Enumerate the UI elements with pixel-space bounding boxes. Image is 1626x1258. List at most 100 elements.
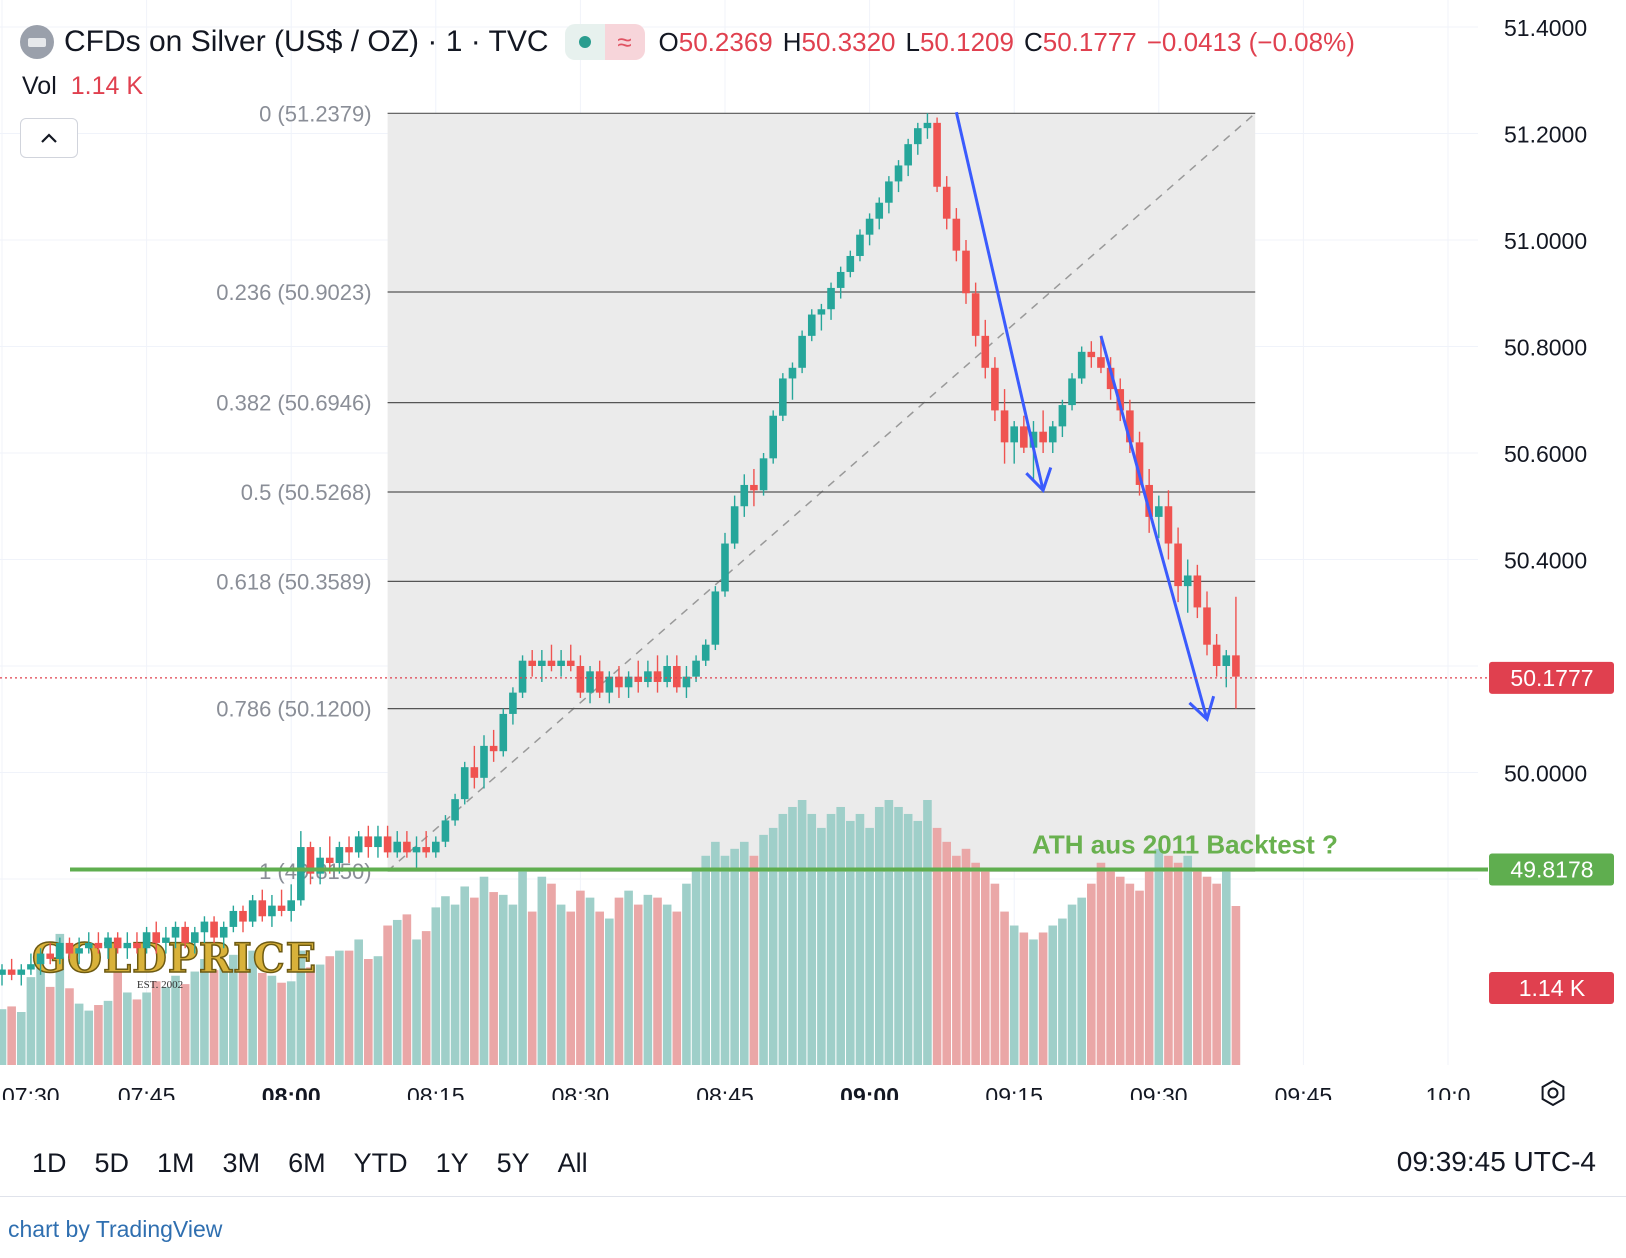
volume-bar <box>865 827 874 1065</box>
timeframe-1d[interactable]: 1D <box>32 1148 67 1178</box>
time-tick-label: 08:00 <box>262 1083 321 1100</box>
candle-body <box>316 857 324 874</box>
trend-arrowhead <box>1188 695 1216 723</box>
volume-bar <box>257 972 267 1065</box>
volume-bar <box>788 806 797 1065</box>
candle-body <box>759 458 768 491</box>
volume-bar <box>113 968 122 1065</box>
volume-bar <box>1154 848 1164 1065</box>
candle-body <box>162 937 170 943</box>
volume-bar <box>470 897 479 1065</box>
candle-body <box>788 367 797 379</box>
timeframe-1m[interactable]: 1M <box>157 1148 195 1178</box>
volume-bar <box>903 813 913 1065</box>
footer-divider <box>0 1196 1626 1197</box>
volume-bar <box>0 1009 7 1065</box>
candle-body <box>1183 575 1192 587</box>
candle-body <box>981 335 990 368</box>
volume-value: 1.14 K <box>70 72 144 100</box>
volume-bar <box>364 959 373 1065</box>
candle-body <box>403 841 411 853</box>
volume-bar <box>36 967 45 1065</box>
candle-body <box>605 676 614 693</box>
volume-bar <box>315 964 325 1065</box>
volume-bar <box>1058 918 1067 1065</box>
clock-display[interactable]: 09:39:45 UTC-4 <box>1396 1146 1596 1177</box>
volume-bar <box>585 897 595 1065</box>
candle-body <box>181 926 189 943</box>
candle-body <box>730 506 739 544</box>
candle-body <box>721 543 729 592</box>
timeframe-1y[interactable]: 1Y <box>435 1148 469 1178</box>
timeframe-ytd[interactable]: YTD <box>353 1148 408 1178</box>
tradingview-credit-link[interactable]: chart by TradingView <box>8 1216 223 1242</box>
timeframe-5d[interactable]: 5D <box>94 1148 130 1178</box>
candle-body <box>499 713 508 752</box>
volume-bar <box>65 988 74 1065</box>
volume-bar <box>335 950 344 1065</box>
timeframe-all[interactable]: All <box>557 1148 588 1178</box>
candle-body <box>518 660 527 693</box>
time-tick-label: 10:0 <box>1426 1083 1471 1100</box>
candle-body <box>441 820 450 842</box>
volume-bar <box>412 939 421 1065</box>
candle-body <box>1039 431 1047 443</box>
volume-bar <box>980 869 990 1065</box>
candle-body <box>460 767 469 800</box>
candle-body <box>846 255 855 272</box>
candle-body <box>827 287 835 310</box>
timeframe-5y[interactable]: 5Y <box>496 1148 530 1178</box>
candle-body <box>364 836 373 848</box>
candle-body <box>624 676 633 688</box>
volume-bar <box>518 869 527 1065</box>
candle-body <box>798 335 806 368</box>
gear-icon[interactable] <box>1538 1078 1568 1108</box>
candle-body <box>7 969 16 975</box>
chevron-up-icon <box>41 133 57 143</box>
candle-body <box>1145 484 1153 517</box>
volume-bar <box>874 806 884 1065</box>
volume-bar <box>248 950 257 1065</box>
symbol-title[interactable]: CFDs on Silver (US$ / OZ) · 1 · TVC <box>64 25 549 58</box>
volume-bar <box>431 907 441 1065</box>
volume-bar <box>1144 869 1154 1065</box>
volume-bar <box>653 897 662 1065</box>
candle-body <box>750 484 758 491</box>
volume-bar <box>1193 869 1202 1065</box>
volume-bar <box>1067 904 1077 1065</box>
collapse-legend-button[interactable] <box>20 118 78 158</box>
timeframe-3m[interactable]: 3M <box>222 1148 261 1178</box>
silver-bar-icon <box>20 25 54 59</box>
volume-bar <box>190 971 200 1065</box>
volume-bar <box>238 967 248 1065</box>
volume-bar <box>1106 869 1115 1065</box>
price-chart[interactable]: 0 (51.2379) 0.236 (50.9023) 0.382 (50.6946… <box>0 0 1626 1100</box>
candle-body <box>904 144 912 166</box>
candle-body <box>451 799 459 821</box>
candle-body <box>865 218 874 235</box>
candle-body <box>354 836 363 853</box>
close-value: 50.1777 <box>1042 26 1137 57</box>
candle-body <box>1020 426 1028 448</box>
volume-bar <box>894 806 903 1065</box>
status-pill[interactable]: ≈ <box>564 24 645 60</box>
volume-bar <box>354 939 363 1065</box>
volume-bar <box>605 918 614 1065</box>
candle-body <box>1222 655 1231 666</box>
candle-body <box>432 841 440 853</box>
volume-bar <box>180 984 190 1065</box>
candle-body <box>27 964 35 970</box>
volume-bar <box>1221 869 1231 1065</box>
candle-body <box>200 921 209 933</box>
volume-bar <box>103 1000 113 1065</box>
timeframe-6m[interactable]: 6M <box>288 1148 326 1178</box>
candle-body <box>1029 431 1038 448</box>
open-key: O <box>658 26 679 57</box>
volume-bar <box>768 827 778 1065</box>
candle-body <box>644 671 652 682</box>
candle-body <box>345 847 353 853</box>
volume-bar <box>942 841 952 1065</box>
volume-badge <box>1489 972 1614 1004</box>
candle-body <box>1058 405 1067 427</box>
volume-bar <box>489 892 498 1065</box>
